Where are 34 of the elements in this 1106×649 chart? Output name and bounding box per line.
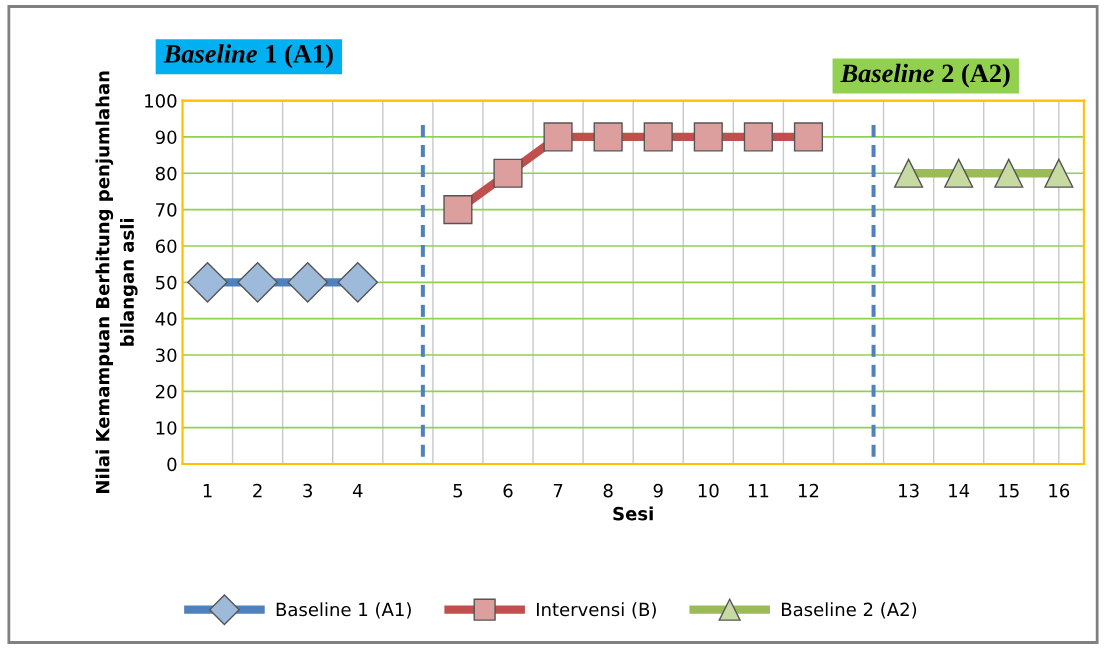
- x-tick-label: 3: [303, 483, 312, 498]
- legend-label: Baseline 1 (A1): [276, 602, 411, 619]
- text: Baseline 1 (A1): [163, 44, 333, 69]
- y-tick-label: 40: [155, 312, 177, 326]
- x-tick-label: 13: [899, 483, 919, 498]
- x-tick-label: 7: [553, 484, 563, 498]
- legend-label: Intervensi (B): [536, 602, 656, 619]
- x-tick-label: 11: [748, 484, 769, 498]
- y-tick-label: 30: [156, 348, 177, 363]
- x-tick-label: 14: [949, 484, 970, 498]
- y-tick-label: 20: [155, 384, 177, 399]
- legend-label: Baseline 2 (A2): [782, 602, 917, 619]
- x-tick-label: 12: [798, 483, 819, 498]
- x-axis-title: Sesi: [613, 506, 653, 521]
- y-tick-label: 10: [156, 421, 177, 435]
- x-tick-label: 9: [653, 483, 663, 498]
- y-tick-label: 50: [156, 275, 177, 290]
- y-tick-label: 60: [155, 239, 177, 254]
- x-tick-label: 15: [999, 484, 1019, 498]
- y-tick-label: 90: [155, 130, 177, 145]
- x-tick-label: 1: [203, 484, 212, 498]
- y-tick-label: 70: [156, 203, 177, 217]
- y-axis-title: Nilai Kemampuan Berhitung penjumlahan bilangan asli: [95, 71, 138, 493]
- y-tick-label: 80: [155, 166, 177, 181]
- x-tick-label: 6: [503, 483, 513, 498]
- y-tick-label: 100: [145, 94, 177, 108]
- x-tick-label: 8: [603, 483, 613, 498]
- x-tick-label: 16: [1049, 483, 1070, 498]
- y-tick-label: 0: [167, 457, 177, 472]
- x-tick-label: 10: [698, 483, 719, 498]
- text: Baseline 2 (A2): [840, 63, 1010, 88]
- x-tick-label: 4: [352, 484, 363, 498]
- x-tick-label: 5: [453, 484, 463, 498]
- x-tick-label: 2: [253, 483, 262, 498]
